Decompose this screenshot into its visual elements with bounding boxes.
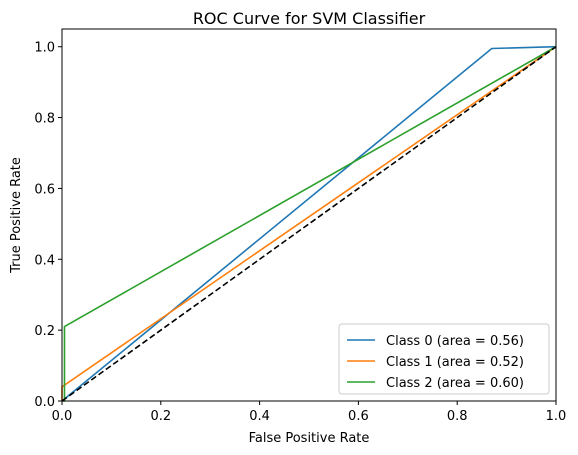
- legend-label-class-1: Class 1 (area = 0.52): [386, 355, 524, 370]
- series-line-class-0: [61, 45, 557, 402]
- legend: Class 0 (area = 0.56) Class 1 (area = 0.5…: [338, 323, 550, 395]
- y-tick-label: 0.0: [34, 395, 55, 410]
- plot-frame: [61, 28, 557, 402]
- chance-diagonal-line: [61, 46, 557, 402]
- x-tick-label: 0.4: [249, 409, 270, 424]
- x-tick-label: 0.2: [150, 409, 171, 424]
- y-tick-label: 0.2: [34, 324, 55, 339]
- y-axis-label: True Positive Rate: [9, 157, 24, 274]
- legend-label-class-2: Class 2 (area = 0.60): [386, 376, 524, 391]
- y-tick-label: 0.8: [34, 112, 55, 127]
- legend-label-class-0: Class 0 (area = 0.56): [386, 334, 524, 349]
- y-tick-label: 0.4: [34, 253, 55, 268]
- x-tick-label: 0.0: [52, 409, 73, 424]
- legend-box: [338, 323, 550, 395]
- chart-title: ROC Curve for SVM Classifier: [193, 9, 426, 28]
- x-tick-label: 1.0: [546, 409, 567, 424]
- y-tick-label: 0.6: [34, 182, 55, 197]
- x-tick-label: 0.6: [348, 409, 369, 424]
- y-tick-label: 1.0: [34, 41, 55, 56]
- x-axis-label: False Positive Rate: [249, 431, 370, 446]
- x-tick-label: 0.8: [447, 409, 468, 424]
- axis-ticks: 0.0 0.2 0.4 0.6 0.8 1.0 0.0 0.2 0.4 0.6 0.8 1.0: [34, 41, 566, 424]
